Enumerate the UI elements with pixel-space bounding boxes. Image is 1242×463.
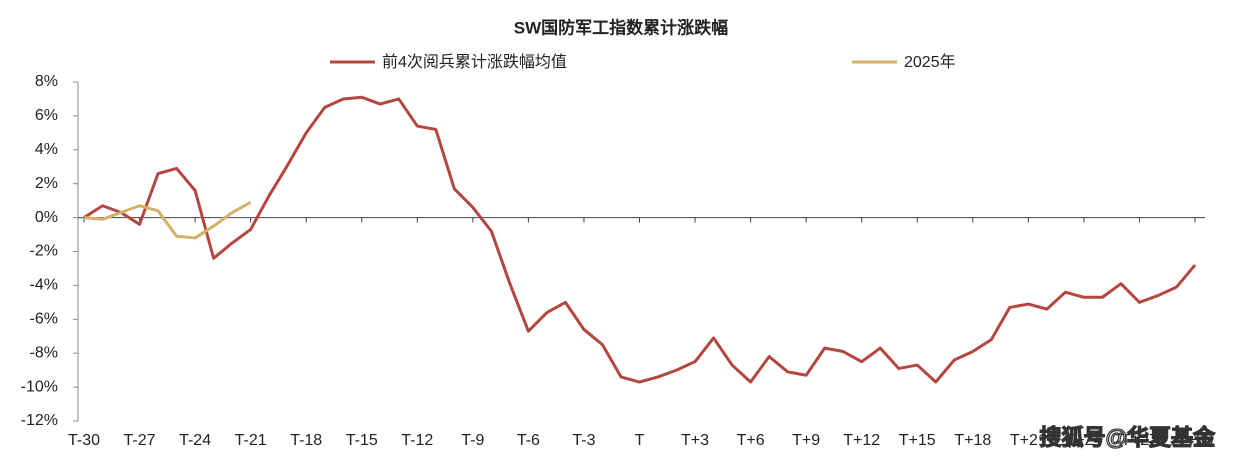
y-tick-label: -6% bbox=[30, 311, 58, 328]
x-tick-label: T-24 bbox=[179, 432, 211, 449]
y-tick-label: -10% bbox=[21, 378, 58, 395]
watermark: 搜狐号@华夏基金 bbox=[1040, 425, 1216, 450]
x-tick-label: T-3 bbox=[572, 432, 595, 449]
y-tick-label: 2% bbox=[35, 175, 58, 192]
series-line bbox=[83, 201, 252, 240]
x-tick-label: T-9 bbox=[461, 432, 484, 449]
y-tick-label: 6% bbox=[35, 107, 58, 124]
legend-label: 2025年 bbox=[904, 53, 956, 71]
x-tick-label: T+9 bbox=[792, 432, 820, 449]
x-tick-label: T+15 bbox=[899, 432, 936, 449]
x-tick-label: T-12 bbox=[401, 432, 433, 449]
legend-label: 前4次阅兵累计涨跌幅均值 bbox=[382, 53, 567, 71]
series-line bbox=[83, 95, 1197, 384]
y-tick-label: -4% bbox=[30, 277, 58, 294]
x-tick-label: T-30 bbox=[68, 432, 100, 449]
x-tick-label: T+3 bbox=[681, 432, 709, 449]
y-tick-label: -2% bbox=[30, 243, 58, 260]
x-tick-label: T+24 bbox=[1065, 432, 1102, 449]
x-tick-label: T+21 bbox=[1010, 432, 1047, 449]
chart-title: SW国防军工指数累计涨跌幅 bbox=[514, 17, 728, 37]
x-tick-label: T-6 bbox=[517, 432, 540, 449]
x-tick-label: T+18 bbox=[954, 432, 991, 449]
x-tick-label: T-27 bbox=[124, 432, 156, 449]
x-tick-label: T+27 bbox=[1121, 432, 1158, 449]
y-tick-label: 0% bbox=[35, 209, 58, 226]
y-tick-label: 8% bbox=[35, 73, 58, 90]
x-tick-label: T+30 bbox=[1177, 432, 1214, 449]
x-tick-label: T bbox=[635, 432, 645, 449]
y-tick-label: -8% bbox=[30, 344, 58, 361]
x-tick-label: T-21 bbox=[235, 432, 267, 449]
x-tick-label: T-15 bbox=[346, 432, 378, 449]
x-tick-label: T+12 bbox=[843, 432, 880, 449]
y-tick-label: 4% bbox=[35, 141, 58, 158]
y-tick-label: -12% bbox=[21, 412, 58, 429]
x-tick-label: T+6 bbox=[737, 432, 765, 449]
x-tick-label: T-18 bbox=[290, 432, 322, 449]
